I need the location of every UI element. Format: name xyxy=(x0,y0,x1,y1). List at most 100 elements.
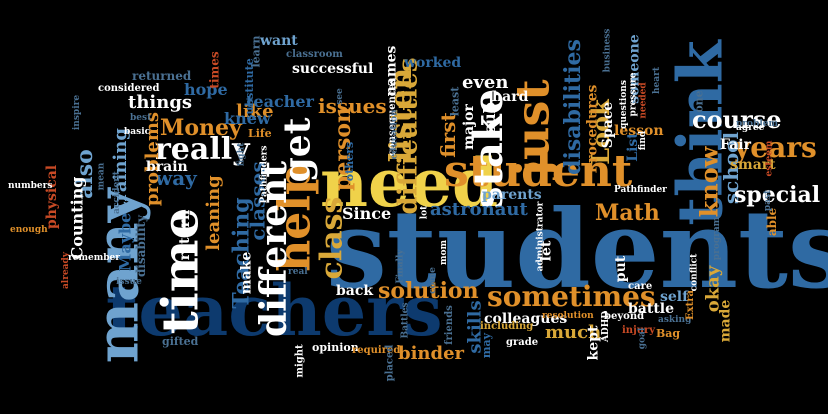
word-agree: agree xyxy=(736,123,765,133)
word-leaning: leaning xyxy=(202,175,224,251)
word-numbers: numbers xyxy=(8,181,53,191)
word-beyond: beyond xyxy=(604,311,645,322)
word-disability: disability xyxy=(134,214,149,278)
word-able: able xyxy=(765,207,780,237)
word-might: might xyxy=(294,344,306,378)
word-education: education xyxy=(389,109,400,160)
word-colleagues: colleagues xyxy=(484,311,568,327)
word-resolution: resolution xyxy=(542,311,594,321)
word-pressure: pressure xyxy=(628,72,639,117)
word-returned: returned xyxy=(132,69,192,83)
word-problem: problem xyxy=(736,119,778,129)
word-teachers: teachers xyxy=(106,269,443,352)
word-others: others xyxy=(343,141,357,182)
word-hard: hard xyxy=(492,89,529,105)
word-remember: remember xyxy=(68,253,121,263)
word-counting: Counting xyxy=(67,176,87,260)
word-issue: issue xyxy=(116,277,142,287)
word-space: Space xyxy=(600,101,617,149)
word-solution: solution xyxy=(378,278,479,304)
word-disabilities: disabilities xyxy=(559,39,586,175)
word-goal: goal xyxy=(637,327,648,350)
word-binder: binder xyxy=(398,343,465,364)
word-accident: accident xyxy=(111,171,122,214)
word-finally: Finally xyxy=(395,249,406,284)
word-physical: physical xyxy=(44,164,61,230)
word-things: things xyxy=(128,92,193,113)
word-inspire: inspire xyxy=(72,94,83,131)
word-needed: needed xyxy=(638,82,649,119)
word-even: even xyxy=(462,72,509,93)
word-parents: parents xyxy=(482,187,542,203)
word-first: first xyxy=(435,112,460,158)
word-get: get xyxy=(276,117,319,183)
word-past: past xyxy=(763,189,774,212)
word-like: like xyxy=(236,101,274,122)
word-self: self xyxy=(660,289,689,305)
word-battles: Battles xyxy=(400,302,411,339)
word-esteem: esteem xyxy=(764,140,775,177)
word-really: really xyxy=(155,132,250,167)
word-opinion: opinion xyxy=(312,341,359,354)
word-fight: fight xyxy=(236,142,247,167)
word-put: put xyxy=(613,255,630,283)
word-may: may xyxy=(480,332,494,359)
word-life: Life xyxy=(248,127,272,140)
word-battle: battle xyxy=(628,301,675,317)
word-successful: successful xyxy=(292,61,374,77)
word-one: one xyxy=(692,90,706,113)
word-make: make xyxy=(238,251,255,295)
word-sub: sub xyxy=(479,102,499,134)
word-hope: hope xyxy=(184,80,228,99)
word-find: find xyxy=(638,130,649,151)
word-math: Math xyxy=(595,200,660,226)
word-extra: Extra xyxy=(684,290,696,320)
word-knew: knew xyxy=(224,109,271,128)
word-see: see xyxy=(334,88,345,105)
word-classroom: classroom xyxy=(286,49,343,60)
word-substitute: substitute xyxy=(242,58,256,121)
word-injury: injury xyxy=(622,325,656,336)
word-placed: placed xyxy=(384,344,396,382)
word-grade: grade xyxy=(506,337,539,348)
word-back: back xyxy=(336,283,374,299)
word-care: care xyxy=(628,281,653,292)
word-real: real xyxy=(288,267,308,277)
word-lesson: lesson xyxy=(614,123,664,139)
word-major: major xyxy=(460,104,477,150)
word-lot: lot xyxy=(419,205,430,220)
word-made: made xyxy=(717,299,734,343)
word-brain: brain xyxy=(146,159,188,175)
word-worked: worked xyxy=(404,55,462,71)
word-pathfinders: Pathfinders xyxy=(259,145,270,204)
word-heart: heart xyxy=(652,67,662,94)
word-pathfinder: Pathfinder xyxy=(614,185,667,195)
word-years: years xyxy=(734,131,817,164)
word-program: program xyxy=(712,216,723,261)
word-least: least xyxy=(448,86,462,117)
word-return: return xyxy=(177,209,194,261)
word-mean: mean xyxy=(96,162,107,191)
word-best: best xyxy=(130,113,152,123)
word-know: know xyxy=(694,146,724,218)
word-since: Since xyxy=(342,204,392,223)
word-enough: enough xyxy=(10,225,48,235)
word-issues: issues xyxy=(318,94,387,118)
word-kept: kept xyxy=(585,325,602,361)
word-gifted: gifted xyxy=(162,335,199,348)
word-much: much xyxy=(545,322,602,343)
word-conflict: conflict xyxy=(689,253,700,292)
word-basic: basic xyxy=(124,127,151,137)
word-bag: Bag xyxy=(656,327,681,340)
word-need: need xyxy=(320,144,499,222)
word-considered: considered xyxy=(98,83,160,94)
word-friends: friends xyxy=(443,305,455,345)
word-times: times xyxy=(207,51,222,89)
word-money: Money xyxy=(160,115,242,141)
word-required: required xyxy=(352,345,401,356)
word-student: student xyxy=(444,146,633,197)
word-teacher: teacher xyxy=(246,92,314,111)
word-come: come xyxy=(427,267,438,294)
word-special: special xyxy=(734,182,821,208)
